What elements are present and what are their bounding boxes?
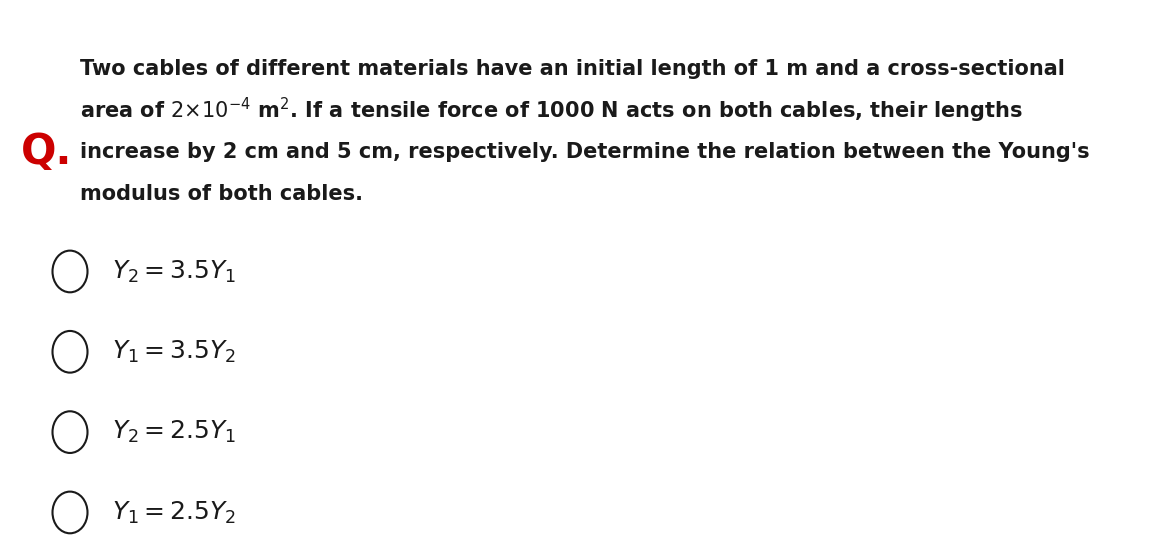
Text: Q.: Q. bbox=[21, 131, 72, 173]
Text: increase by 2 cm and 5 cm, respectively. Determine the relation between the Youn: increase by 2 cm and 5 cm, respectively.… bbox=[80, 142, 1090, 162]
Text: $Y_2 = 3.5Y_1$: $Y_2 = 3.5Y_1$ bbox=[112, 258, 236, 285]
Text: Two cables of different materials have an initial length of 1 m and a cross-sect: Two cables of different materials have a… bbox=[80, 59, 1064, 79]
Text: modulus of both cables.: modulus of both cables. bbox=[80, 184, 362, 204]
Text: $Y_1 = 2.5Y_2$: $Y_1 = 2.5Y_2$ bbox=[112, 499, 236, 526]
Text: $Y_2 = 2.5Y_1$: $Y_2 = 2.5Y_1$ bbox=[112, 419, 236, 445]
Text: area of $2{\times}10^{-4}$ m$^2$. If a tensile force of 1000 N acts on both cabl: area of $2{\times}10^{-4}$ m$^2$. If a t… bbox=[80, 96, 1023, 125]
Text: $Y_1 = 3.5Y_2$: $Y_1 = 3.5Y_2$ bbox=[112, 338, 236, 365]
